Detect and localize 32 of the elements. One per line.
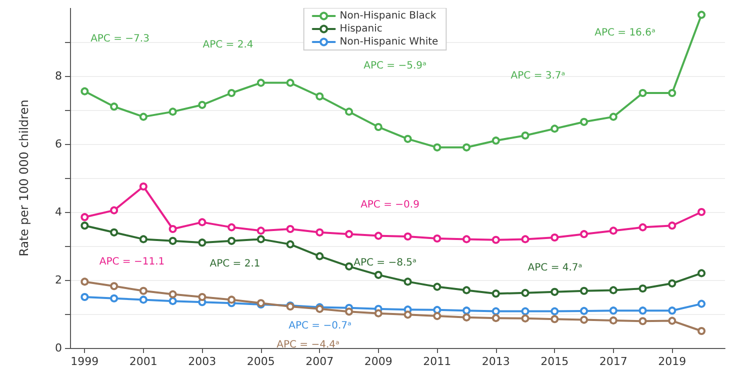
y-tick-label: 4 xyxy=(55,206,62,218)
annotation: APC = 16.6ᵃ xyxy=(594,28,656,38)
x-tick-label: 2011 xyxy=(423,355,452,368)
legend-label: Hispanic xyxy=(340,24,382,34)
annotation: APC = −5.9ᵃ xyxy=(364,60,426,72)
y-tick-label: 0 xyxy=(55,342,62,354)
annotation: APC = −4.4ᵃ xyxy=(276,340,340,350)
x-tick-label: 2001 xyxy=(129,355,158,368)
legend-label: Non-Hispanic Black xyxy=(340,10,436,22)
annotation: APC = −11.1 xyxy=(99,256,165,268)
y-axis-title: Rate per 100 000 children xyxy=(17,100,31,256)
x-tick-label: 1999 xyxy=(70,355,99,368)
annotation: APC = 2.1 xyxy=(210,258,260,270)
x-tick-label: 2017 xyxy=(599,355,628,368)
x-tick-label: 2007 xyxy=(306,355,334,368)
x-tick-label: 2009 xyxy=(364,355,392,368)
x-tick-label: 2005 xyxy=(246,355,275,368)
x-tick-label: 2013 xyxy=(482,355,510,368)
annotation: APC = −0.9 xyxy=(360,200,420,210)
y-tick-label: 6 xyxy=(55,138,62,150)
x-tick-label: 2015 xyxy=(540,355,569,368)
legend-label: Non-Hispanic White xyxy=(340,36,438,48)
x-tick-label: 2003 xyxy=(188,355,216,368)
annotation: APC = −8.5ᵃ xyxy=(354,258,416,268)
annotation: APC = −7.3 xyxy=(90,34,150,44)
annotation: APC = 4.7ᵃ xyxy=(528,262,582,274)
annotation: APC = −0.7ᵃ xyxy=(288,320,352,332)
y-tick-label: 2 xyxy=(55,274,62,286)
annotation: APC = 3.7ᵃ xyxy=(510,70,566,82)
y-tick-label: 8 xyxy=(55,70,62,82)
x-tick-label: 2019 xyxy=(658,355,686,368)
annotation: APC = 2.4 xyxy=(202,40,254,50)
